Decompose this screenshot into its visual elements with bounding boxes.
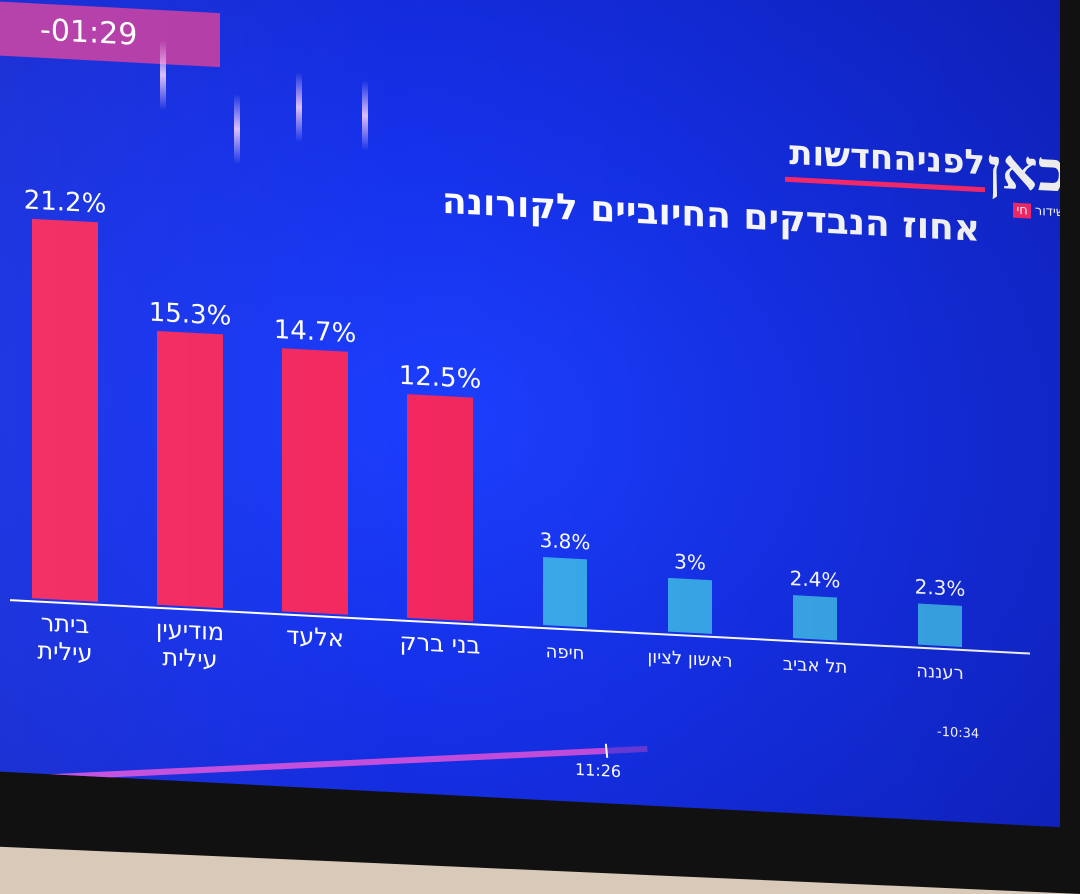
bar (157, 330, 223, 609)
category-label: תל אביב (783, 654, 848, 678)
bar (543, 557, 587, 628)
value-label: 15.3% (149, 298, 232, 332)
category-label: מודיעין (156, 615, 224, 647)
value-label: 14.7% (274, 315, 357, 349)
bar-chart: 21.2%ביתרעילית15.3%מודיעיןעילית14.7%אלעד… (10, 185, 1030, 684)
value-label: 2.4% (790, 566, 841, 593)
value-label: 12.5% (399, 361, 482, 395)
bar (282, 348, 348, 615)
category-label: חיפה (546, 641, 585, 664)
x-axis-line (10, 599, 1030, 655)
category-label: ביתר (41, 609, 90, 640)
value-label: 3.8% (540, 528, 591, 555)
category-label: אלעד (286, 622, 344, 653)
bar (407, 394, 473, 622)
value-label: 21.2% (24, 185, 107, 219)
category-label: בני ברק (400, 628, 481, 660)
category-label: ראשון לציון (647, 647, 732, 672)
bar (32, 218, 98, 602)
category-label: עילית (162, 643, 217, 674)
category-label: עילית (37, 637, 92, 668)
value-label: 2.3% (915, 574, 966, 601)
bar (793, 595, 837, 641)
bar (668, 577, 712, 634)
tv-screen: -01:29 לפניהחדשות כאן שידור חי אחוז הנבד… (0, 0, 1060, 827)
time-remaining: -10:34 (937, 724, 980, 742)
value-label: 3% (674, 549, 706, 575)
current-time: 11:26 (575, 759, 622, 782)
category-label: רעננה (916, 661, 964, 684)
bar (918, 603, 962, 647)
